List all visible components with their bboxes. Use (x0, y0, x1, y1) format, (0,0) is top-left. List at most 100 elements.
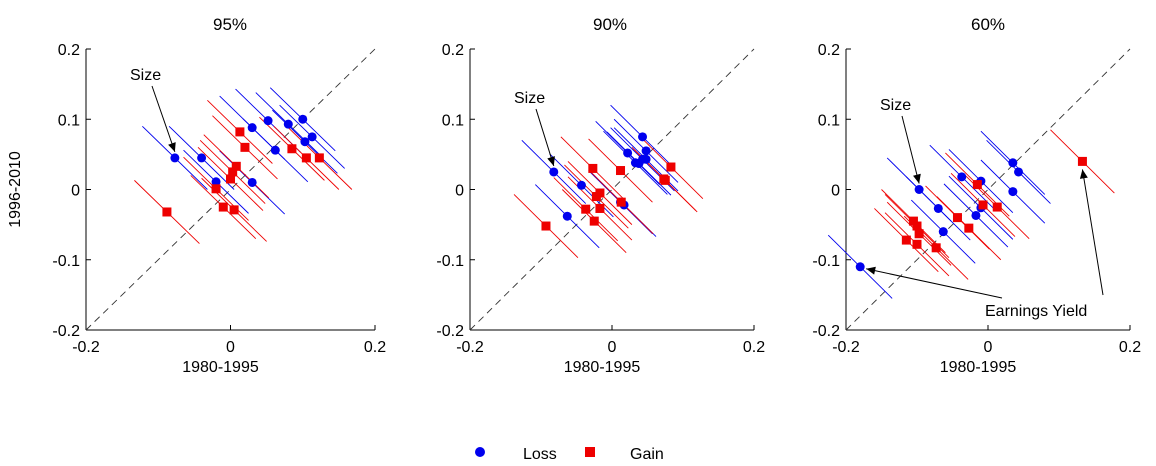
point-gain (589, 216, 599, 226)
point-gain (228, 167, 238, 177)
point-loss (211, 177, 221, 187)
point-loss (247, 123, 257, 133)
point-loss (576, 180, 586, 190)
x-tick-label: 0 (226, 339, 235, 356)
point-loss (1014, 167, 1024, 177)
reference-line (85, 48, 376, 331)
point-gain (229, 205, 239, 215)
point-gain (992, 202, 1002, 212)
point-gain (231, 161, 241, 171)
legend-label-gain: Gain (630, 446, 664, 463)
point-loss (641, 154, 651, 164)
annotation-size-arrow (535, 108, 555, 167)
point-loss (1008, 158, 1018, 168)
x-tick-label: -0.2 (832, 339, 860, 356)
point-gain (581, 204, 591, 214)
point-gain (914, 229, 924, 239)
annotation-size-label: Size (514, 90, 545, 107)
point-gain (235, 127, 245, 137)
x-axis-label: 1980-1995 (564, 359, 641, 376)
point-gain (912, 221, 922, 231)
point-gain (595, 188, 605, 198)
annotation-size-arrow (901, 115, 920, 184)
point-loss (933, 203, 943, 213)
x-tick-label: 0 (984, 339, 993, 356)
point-loss (549, 167, 559, 177)
panel-title: 60% (971, 15, 1005, 34)
annotation-earnings-yield-arrow-head (866, 266, 876, 275)
point-loss (307, 132, 317, 142)
annotation-size-arrow (151, 85, 176, 153)
y-tick-label: 0.1 (818, 112, 840, 129)
point-gain (912, 239, 922, 249)
y-tick-label: 0.1 (442, 112, 464, 129)
panel-90pct: 90% -0.2 -0.1 0 0.1 0.2 -0.2 0 0.2 1980-1995 Size (436, 15, 765, 376)
annotation-size-label: Size (130, 67, 161, 84)
annotation-size-arrow-head (913, 173, 921, 184)
y-tick-label: 0.2 (818, 42, 840, 59)
point-loss (855, 262, 865, 272)
y-tick-label: -0.2 (52, 323, 80, 340)
point-loss (938, 227, 948, 237)
point-loss (971, 210, 981, 220)
y-tick-label: -0.1 (436, 253, 464, 270)
point-gain (978, 200, 988, 210)
point-loss (263, 116, 273, 126)
point-gain (218, 202, 228, 212)
point-gain (240, 142, 250, 152)
legend: Loss Gain (475, 446, 664, 463)
point-gain (211, 184, 221, 194)
point-loss (1008, 187, 1018, 197)
y-tick-label: -0.2 (436, 323, 464, 340)
point-loss (300, 137, 310, 147)
x-tick-label: 0.2 (1119, 339, 1141, 356)
point-gain (616, 197, 626, 207)
point-loss (270, 145, 280, 155)
legend-marker-loss (475, 447, 485, 457)
point-gain (162, 207, 172, 217)
annotation-size-arrow-head (168, 142, 176, 152)
annotation-earnings-yield-label: Earnings Yield (985, 303, 1087, 320)
panel-95pct: 95% -0.2 -0.1 0 0.1 0.2 -0.2 0 0.2 1980-1995 1996-… (7, 15, 386, 376)
x-tick-label: -0.2 (456, 339, 484, 356)
y-tick-label: 0 (71, 183, 80, 200)
x-axis-label: 1980-1995 (940, 359, 1017, 376)
y-tick-label: -0.2 (812, 323, 840, 340)
panel-60pct: 60% -0.2 -0.1 0 0.1 0.2 -0.2 0 0.2 1980-1995 Size E… (812, 15, 1141, 376)
point-gain (972, 180, 982, 190)
y-tick-label: 0.1 (58, 112, 80, 129)
reference-line (469, 48, 755, 331)
point-loss (197, 153, 207, 163)
y-axis-label: 1996-2010 (7, 151, 24, 228)
panel-title: 95% (213, 15, 247, 34)
point-gain (952, 213, 962, 223)
panel-title: 90% (593, 15, 627, 34)
point-gain (660, 175, 670, 185)
point-gain (588, 163, 598, 173)
y-tick-label: 0 (831, 183, 840, 200)
legend-marker-gain (585, 447, 595, 457)
annotation-earnings-yield-arrow (866, 268, 1003, 299)
point-loss (634, 159, 644, 169)
point-loss (914, 185, 924, 194)
point-loss (638, 132, 648, 142)
y-tick-label: -0.1 (52, 253, 80, 270)
point-gain (901, 235, 911, 245)
point-gain (931, 243, 941, 253)
point-gain (301, 153, 311, 163)
annotation-size-arrow-head (547, 156, 555, 166)
x-tick-label: 0.2 (743, 339, 765, 356)
y-tick-label: -0.1 (812, 253, 840, 270)
point-gain (908, 216, 918, 226)
annotation-size-label: Size (880, 97, 911, 114)
reference-line (845, 48, 1131, 331)
point-gain (666, 162, 676, 172)
y-tick-label: 0.2 (58, 42, 80, 59)
point-gain (595, 203, 605, 213)
point-gain (1077, 156, 1087, 166)
point-loss (298, 114, 308, 124)
point-loss (247, 177, 257, 187)
point-loss (283, 119, 293, 129)
point-gain (226, 174, 235, 184)
